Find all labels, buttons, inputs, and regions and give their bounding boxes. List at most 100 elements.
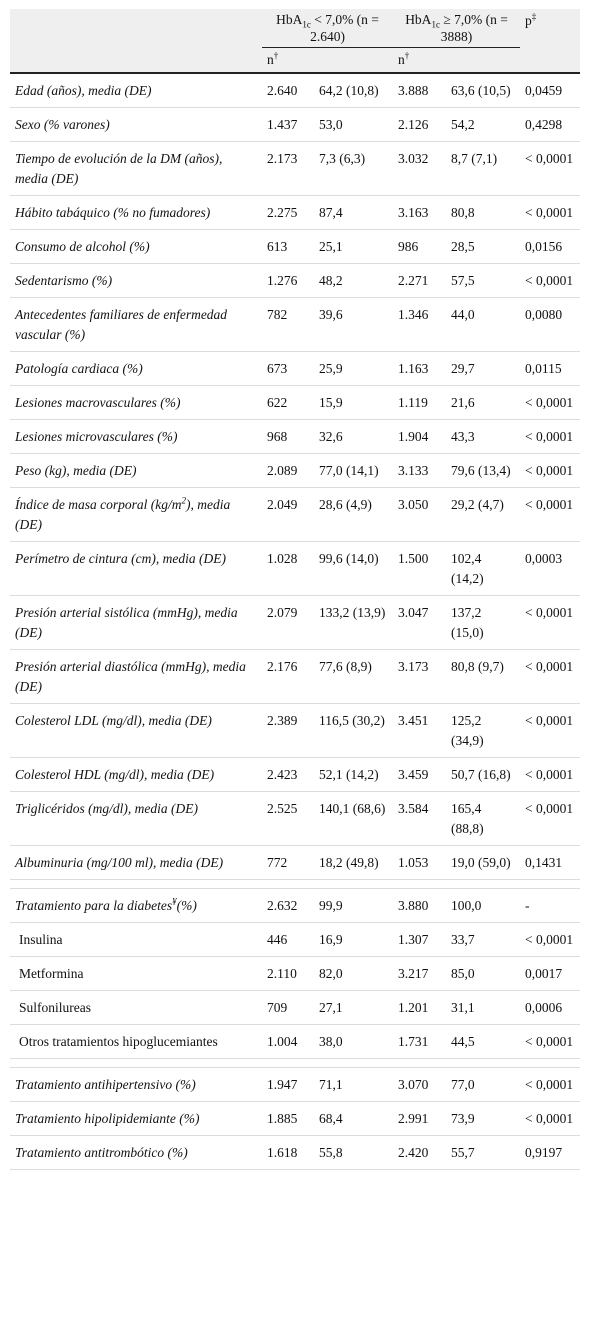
table-cell: < 0,0001 [520, 649, 581, 704]
table-cell: 2.089 [262, 453, 314, 488]
table-cell: < 0,0001 [520, 922, 581, 957]
table-cell: 2.991 [393, 1101, 446, 1136]
table-cell: 87,4 [314, 195, 393, 230]
table-cell: 2.423 [262, 757, 314, 792]
table-cell: 613 [262, 229, 314, 264]
table-cell: 25,9 [314, 351, 393, 386]
header-cell [10, 47, 262, 74]
table-cell: 1.201 [393, 990, 446, 1025]
row-label: Peso (kg), media (DE) [10, 453, 262, 488]
table-cell: 7,3 (6,3) [314, 141, 393, 196]
table-cell: 1.885 [262, 1101, 314, 1136]
row-label: Tratamiento antihipertensivo (%) [10, 1067, 262, 1102]
table-row: Índice de masa corporal (kg/m2), media (… [10, 487, 581, 542]
table-cell: 1.437 [262, 107, 314, 142]
table-cell: 44,0 [446, 297, 521, 352]
table-cell: < 0,0001 [520, 703, 581, 758]
table-cell: 1.276 [262, 263, 314, 298]
table-cell: 73,9 [446, 1101, 521, 1136]
label-text: ), media (DE) [15, 497, 231, 532]
table-cell: 28,6 (4,9) [314, 487, 393, 542]
table-cell: 100,0 [446, 888, 521, 923]
row-label: Tratamiento antitrombótico (%) [10, 1135, 262, 1170]
spacer-cell [10, 1058, 581, 1068]
table-cell: 21,6 [446, 385, 521, 420]
table-row: Sulfonilureas 709 27,1 1.201 31,1 0,0006 [10, 990, 581, 1025]
row-label: Sedentarismo (%) [10, 263, 262, 298]
table-cell: 116,5 (30,2) [314, 703, 393, 758]
table-cell: 57,5 [446, 263, 521, 298]
header-text: n [267, 52, 274, 67]
table-cell: 165,4 (88,8) [446, 791, 521, 846]
header-text: HbA [276, 12, 303, 27]
row-label: Sexo (% varones) [10, 107, 262, 142]
label-text: Índice de masa corporal (kg/m [15, 497, 182, 512]
table-cell: 50,7 (16,8) [446, 757, 521, 792]
table-cell: 3.888 [393, 73, 446, 108]
table-row: Triglicéridos (mg/dl), media (DE) 2.525 14… [10, 791, 581, 846]
table-cell: 0,0003 [520, 541, 581, 596]
table-cell: 0,0006 [520, 990, 581, 1025]
row-label: Índice de masa corporal (kg/m2), media (… [10, 487, 262, 542]
table-cell: 0,9197 [520, 1135, 581, 1170]
table-cell: 2.110 [262, 956, 314, 991]
table-cell: 622 [262, 385, 314, 420]
row-label: Hábito tabáquico (% no fumadores) [10, 195, 262, 230]
table-cell: 2.271 [393, 263, 446, 298]
table-row: Sedentarismo (%) 1.276 48,2 2.271 57,5 < 0,00… [10, 263, 581, 298]
table-row: Tratamiento antitrombótico (%) 1.618 55,8 2… [10, 1135, 581, 1170]
row-label: Colesterol HDL (mg/dl), media (DE) [10, 757, 262, 792]
table-row: Insulina 446 16,9 1.307 33,7 < 0,0001 [10, 922, 581, 957]
row-label: Albuminuria (mg/100 ml), media (DE) [10, 845, 262, 880]
table-cell: < 0,0001 [520, 141, 581, 196]
table-cell: 3.032 [393, 141, 446, 196]
row-label: Colesterol LDL (mg/dl), media (DE) [10, 703, 262, 758]
table-cell: 2.640 [262, 73, 314, 108]
table-cell: 0,4298 [520, 107, 581, 142]
table-row: Patología cardiaca (%) 673 25,9 1.163 29,7 0,… [10, 351, 581, 386]
table-cell: 133,2 (13,9) [314, 595, 393, 650]
table-cell: 82,0 [314, 956, 393, 991]
table-cell: 99,9 [314, 888, 393, 923]
table-cell: 137,2 (15,0) [446, 595, 521, 650]
table-cell: 38,0 [314, 1024, 393, 1059]
table-cell: 0,0115 [520, 351, 581, 386]
table-cell: 52,1 (14,2) [314, 757, 393, 792]
table-body: Edad (años), media (DE) 2.640 64,2 (10,8) 3… [10, 73, 581, 1170]
table-cell: 55,8 [314, 1135, 393, 1170]
table-cell: 1.053 [393, 845, 446, 880]
table-cell: 85,0 [446, 956, 521, 991]
table-cell: 673 [262, 351, 314, 386]
table-cell: 3.451 [393, 703, 446, 758]
table-cell: 2.176 [262, 649, 314, 704]
table-cell: 3.070 [393, 1067, 446, 1102]
table-cell: 1.947 [262, 1067, 314, 1102]
table-cell: 0,0156 [520, 229, 581, 264]
table-cell: < 0,0001 [520, 419, 581, 454]
table-cell: 2.079 [262, 595, 314, 650]
table-cell: 71,1 [314, 1067, 393, 1102]
table-cell: 709 [262, 990, 314, 1025]
table-cell: 79,6 (13,4) [446, 453, 521, 488]
table-cell: 2.420 [393, 1135, 446, 1170]
table-row: Metformina 2.110 82,0 3.217 85,0 0,0017 [10, 956, 581, 991]
table-row: Tratamiento hipolipidemiante (%) 1.885 68,… [10, 1101, 581, 1136]
row-label: Tratamiento para la diabetes¥(%) [10, 888, 262, 923]
table-row: Edad (años), media (DE) 2.640 64,2 (10,8) 3… [10, 73, 581, 108]
table-cell: 31,1 [446, 990, 521, 1025]
n-header: n† [393, 47, 521, 74]
table-cell: < 0,0001 [520, 263, 581, 298]
table-cell: 2.126 [393, 107, 446, 142]
table-cell: 2.173 [262, 141, 314, 196]
table-cell: 446 [262, 922, 314, 957]
table-cell: 77,0 (14,1) [314, 453, 393, 488]
header-sup: ‡ [531, 11, 537, 22]
table-cell: < 0,0001 [520, 595, 581, 650]
table-cell: 28,5 [446, 229, 521, 264]
table-cell: 29,2 (4,7) [446, 487, 521, 542]
table-cell: 77,6 (8,9) [314, 649, 393, 704]
group-header: HbA1c < 7,0% (n = 2.640) [262, 9, 393, 48]
table-row: Colesterol LDL (mg/dl), media (DE) 2.389 1… [10, 703, 581, 758]
table-cell: 2.525 [262, 791, 314, 846]
table-cell: < 0,0001 [520, 791, 581, 846]
